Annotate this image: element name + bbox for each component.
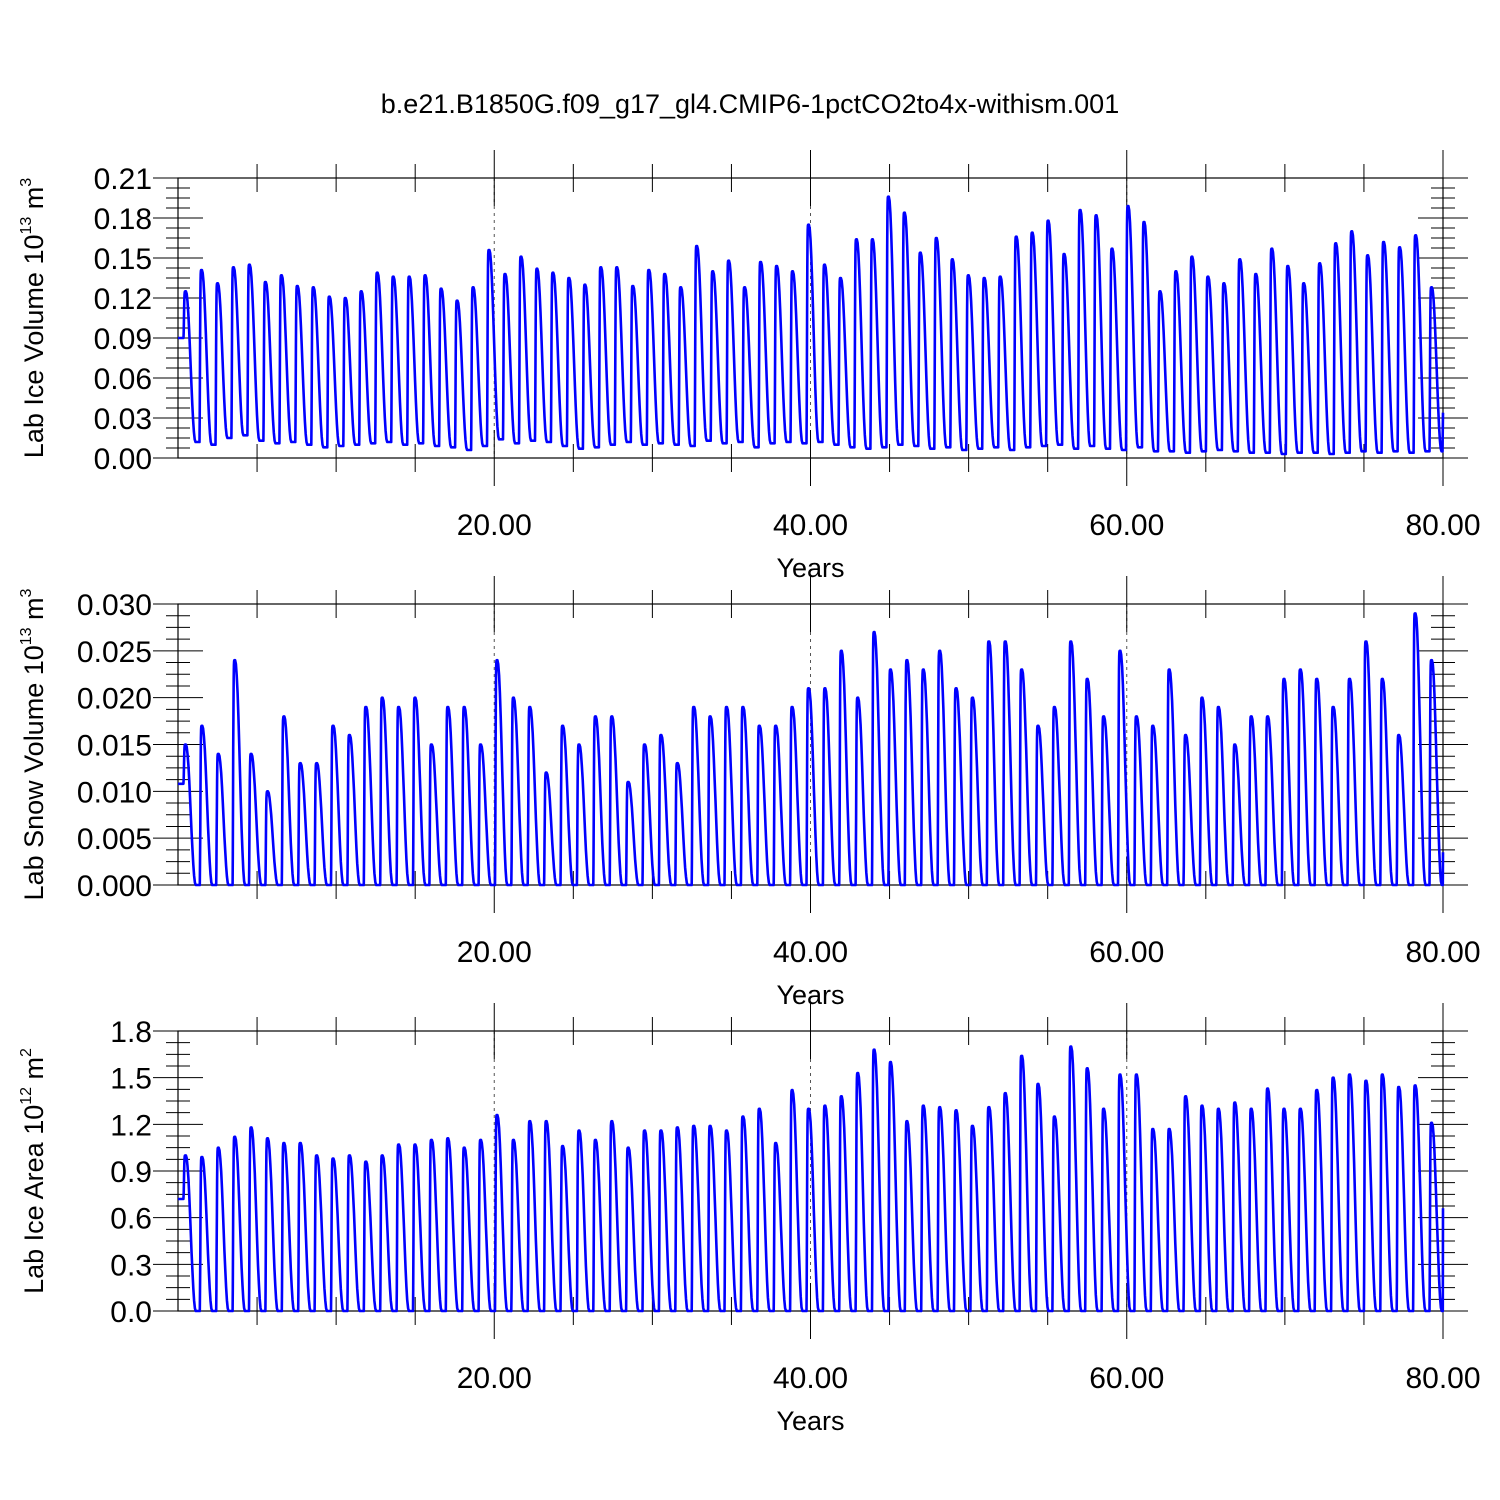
- chart-title: b.e21.B1850G.f09_g17_gl4.CMIP6-1pctCO2to…: [381, 89, 1119, 119]
- x-tick-label: 60.00: [1089, 1362, 1164, 1395]
- y-tick-label: 0.025: [77, 636, 152, 669]
- y-axis-label-part: 3: [18, 178, 35, 187]
- data-series-line: [178, 195, 1445, 456]
- y-tick-label: 1.8: [110, 1016, 152, 1049]
- y-axis-label-part: 3: [18, 588, 35, 597]
- y-axis-label-part: m: [19, 1057, 49, 1087]
- y-axis-label: Lab Snow Volume 1013 m3: [18, 588, 49, 900]
- y-tick-label: 0.6: [110, 1203, 152, 1236]
- x-tick-label: 80.00: [1405, 936, 1480, 969]
- y-axis-label-part: m: [19, 187, 49, 217]
- x-tick-label: 20.00: [457, 936, 532, 969]
- y-tick-label: 0.015: [77, 730, 152, 763]
- y-axis-label-part: Lab Snow Volume 10: [19, 645, 49, 900]
- x-tick-label: 60.00: [1089, 936, 1164, 969]
- data-series-line: [178, 1045, 1445, 1313]
- y-axis-label-part: m: [19, 597, 49, 627]
- y-axis-label-part: Lab Ice Area 10: [19, 1105, 49, 1294]
- y-axis-label: Lab Ice Volume 1013 m3: [18, 178, 49, 458]
- y-axis-label: Lab Ice Area 1012 m2: [18, 1048, 49, 1294]
- x-tick-label: 80.00: [1405, 509, 1480, 542]
- y-tick-label: 0.06: [94, 363, 152, 396]
- x-axis-label: Years: [776, 1406, 844, 1436]
- y-axis-label-part: 13: [18, 217, 35, 235]
- y-tick-label: 0.03: [94, 403, 152, 436]
- y-axis-label-part: Lab Ice Volume 10: [19, 235, 49, 459]
- y-tick-label: 0.005: [77, 823, 152, 856]
- y-tick-label: 0.15: [94, 243, 152, 276]
- y-tick-label: 0.000: [77, 870, 152, 903]
- y-tick-label: 0.00: [94, 443, 152, 476]
- y-tick-label: 0.09: [94, 323, 152, 356]
- y-tick-label: 0.18: [94, 203, 152, 236]
- y-tick-label: 0.12: [94, 283, 152, 316]
- data-series-line: [178, 612, 1445, 887]
- y-tick-label: 0.21: [94, 163, 152, 196]
- panel-ice-area: 0.0 0.3 0.6 0.9 1.2 1.5 1.8 20.00 40.00 60.00 80.0…: [18, 1003, 1481, 1436]
- y-axis-label-part: 2: [18, 1048, 35, 1057]
- y-tick-label: 0.3: [110, 1249, 152, 1282]
- y-tick-label: 0.0: [110, 1296, 152, 1329]
- x-tick-label: 80.00: [1405, 1362, 1480, 1395]
- x-tick-label: 40.00: [773, 509, 848, 542]
- y-axis-label-part: 12: [18, 1087, 35, 1105]
- y-tick-label: 1.2: [110, 1109, 152, 1142]
- y-tick-label: 0.9: [110, 1156, 152, 1189]
- x-tick-label: 60.00: [1089, 509, 1164, 542]
- x-tick-label: 40.00: [773, 936, 848, 969]
- y-axis-label-part: 13: [18, 627, 35, 645]
- panel-ice-volume: 0.00 0.03 0.06 0.09 0.12 0.15 0.18 0.21 20.00 40.…: [18, 150, 1481, 583]
- y-tick-label: 1.5: [110, 1063, 152, 1096]
- y-tick-label: 0.010: [77, 776, 152, 809]
- panel-snow-volume: 0.000 0.005 0.010 0.015 0.020 0.025 0.030 20.00…: [18, 576, 1481, 1010]
- y-tick-label: 0.020: [77, 683, 152, 716]
- x-tick-label: 20.00: [457, 1362, 532, 1395]
- x-tick-label: 40.00: [773, 1362, 848, 1395]
- x-tick-label: 20.00: [457, 509, 532, 542]
- y-tick-label: 0.030: [77, 589, 152, 622]
